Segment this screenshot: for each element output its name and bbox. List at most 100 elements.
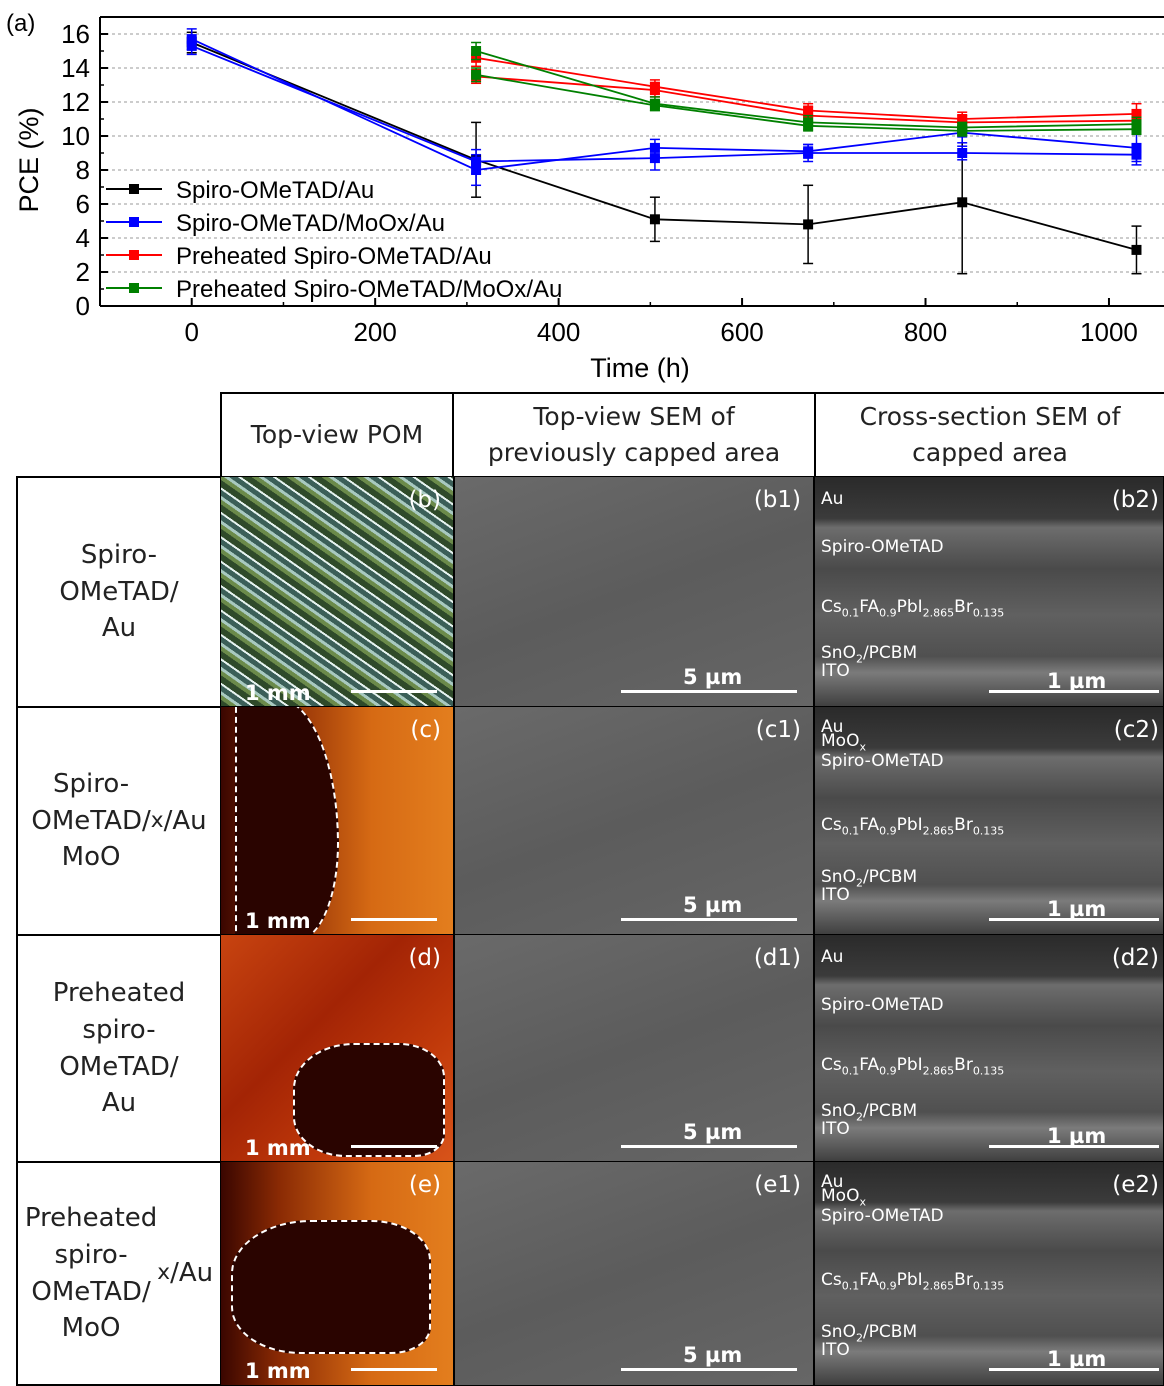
layer-label-sno2: SnO2/PCBM — [821, 867, 918, 890]
layer-label-spiro: Spiro-OMeTAD — [821, 537, 944, 557]
header-top-view-pom: Top-view POM — [220, 392, 454, 478]
scale-bar — [989, 690, 1159, 693]
cross-section-sem-image: (c2) Au MoOx Spiro-OMeTAD Cs0.1FA0.9PbI2.865… — [814, 706, 1164, 936]
pom-image: (e) 1 mm — [220, 1161, 454, 1386]
scale-bar — [621, 1368, 797, 1371]
y-tick-label: 16 — [61, 19, 90, 49]
data-point — [649, 153, 660, 164]
scale-bar-label: 1 mm — [245, 681, 311, 705]
scale-bar-label: 1 mm — [245, 1136, 311, 1160]
data-point — [649, 85, 660, 96]
legend-label: Preheated Spiro-OMeTAD/MoOx/Au — [176, 276, 562, 303]
scale-bar-label: 1 µm — [1047, 897, 1107, 921]
layer-label-ito: ITO — [821, 1340, 850, 1360]
layer-label-au: Au — [821, 489, 844, 509]
legend-marker — [129, 283, 139, 293]
panel-label: (c) — [410, 717, 441, 743]
top-view-sem-image: (e1) 5 µm — [454, 1161, 814, 1386]
scale-bar — [989, 918, 1159, 921]
panel-label: (e2) — [1112, 1172, 1159, 1198]
x-tick-label: 200 — [353, 317, 396, 347]
data-point — [957, 125, 968, 136]
layer-label-moox: MoOx — [821, 1186, 866, 1209]
data-point — [957, 148, 968, 158]
panel-label: (d2) — [1111, 945, 1159, 971]
cross-section-sem-image: (b2) Au Spiro-OMeTAD Cs0.1FA0.9PbI2.865Br0.… — [814, 476, 1164, 708]
series-line — [191, 41, 1137, 251]
panel-label: (e) — [408, 1172, 441, 1198]
legend-label: Spiro-OMeTAD/MoOx/Au — [176, 210, 445, 237]
panel-a-label: (a) — [6, 10, 36, 37]
header-top-view-sem: Top-view SEM of previously capped area — [452, 392, 816, 478]
data-point — [803, 148, 814, 158]
capped-area-outline — [293, 1043, 445, 1157]
layer-label-sno2: SnO2/PCBM — [821, 643, 918, 666]
layer-label-spiro: Spiro-OMeTAD — [821, 1206, 944, 1226]
layer-label-au: Au — [821, 947, 844, 967]
y-tick-label: 10 — [61, 121, 90, 151]
scale-bar — [621, 918, 797, 921]
scale-bar-label: 1 µm — [1047, 1347, 1107, 1371]
y-tick-label: 4 — [76, 223, 90, 253]
layer-label-ito: ITO — [821, 885, 850, 905]
data-point — [649, 100, 660, 111]
layer-label-sno2: SnO2/PCBM — [821, 1322, 918, 1345]
panel-label: (d1) — [753, 945, 801, 971]
y-axis-label: PCE (%) — [14, 107, 44, 212]
row-label: Preheated spiro- OMeTAD/Au — [16, 934, 222, 1163]
x-tick-label: 600 — [720, 317, 763, 347]
series-line — [191, 38, 1137, 171]
scale-bar — [351, 1145, 437, 1148]
data-point — [803, 120, 814, 131]
pce-chart: 0 2 4 6 8 10 12 14 16 0 200 400 600 800 1000 Time (h) PC… — [14, 16, 1164, 383]
data-point — [186, 40, 197, 51]
y-tick-label: 0 — [76, 291, 90, 321]
layer-label-perovskite: Cs0.1FA0.9PbI2.865Br0.135 — [821, 597, 1005, 620]
scale-bar-label: 5 µm — [683, 893, 743, 917]
top-view-sem-image: (b1) 5 µm — [454, 476, 814, 708]
legend-marker — [129, 217, 139, 227]
series-line — [191, 45, 1137, 163]
panel-label: (c2) — [1113, 717, 1159, 743]
cross-section-sem-image: (e2) Au MoOx Spiro-OMeTAD Cs0.1FA0.9PbI2.865… — [814, 1161, 1164, 1386]
layer-label-spiro: Spiro-OMeTAD — [821, 751, 944, 771]
row-label: Spiro- OMeTAD/MoO x/Au — [16, 706, 222, 936]
data-point — [471, 46, 482, 56]
scale-bar-label: 1 µm — [1047, 669, 1107, 693]
legend-marker — [129, 250, 139, 260]
data-point — [957, 197, 968, 208]
x-tick-label: 0 — [184, 317, 198, 347]
top-view-sem-image: (c1) 5 µm — [454, 706, 814, 936]
panel-label: (d) — [408, 945, 441, 971]
data-point — [471, 69, 482, 80]
scale-bar-label: 1 mm — [245, 909, 311, 933]
cross-section-sem-image: (d2) Au Spiro-OMeTAD Cs0.1FA0.9PbI2.865Br0.… — [814, 934, 1164, 1163]
scale-bar — [351, 918, 437, 921]
y-tick-label: 14 — [61, 53, 90, 83]
data-point — [1131, 244, 1142, 255]
x-axis-label: Time (h) — [590, 353, 690, 383]
layer-label-au: Au — [821, 1172, 844, 1192]
layer-label-perovskite: Cs0.1FA0.9PbI2.865Br0.135 — [821, 1270, 1005, 1293]
panel-label: (c1) — [755, 717, 801, 743]
scale-bar — [989, 1368, 1159, 1371]
data-point — [1131, 149, 1142, 160]
panel-label: (b2) — [1111, 487, 1159, 513]
y-tick-label: 8 — [76, 155, 90, 185]
y-tick-label: 2 — [76, 257, 90, 287]
capped-area-outline — [231, 1220, 431, 1354]
scale-bar-label: 1 mm — [245, 1359, 311, 1383]
layer-label-perovskite: Cs0.1FA0.9PbI2.865Br0.135 — [821, 815, 1005, 838]
scale-bar-label: 5 µm — [683, 665, 743, 689]
panel-label: (b1) — [753, 487, 801, 513]
header-cross-section-sem: Cross-section SEM of capped area — [814, 392, 1164, 478]
data-point — [471, 156, 482, 167]
capped-area-outline — [235, 707, 339, 935]
layer-label-au: Au — [821, 717, 844, 737]
scale-bar — [621, 690, 797, 693]
y-tick-label: 6 — [76, 189, 90, 219]
row-label: Spiro- OMeTAD/Au — [16, 476, 222, 708]
y-tick-label: 12 — [61, 87, 90, 117]
scale-bar — [989, 1145, 1159, 1148]
x-tick-label: 800 — [904, 317, 947, 347]
